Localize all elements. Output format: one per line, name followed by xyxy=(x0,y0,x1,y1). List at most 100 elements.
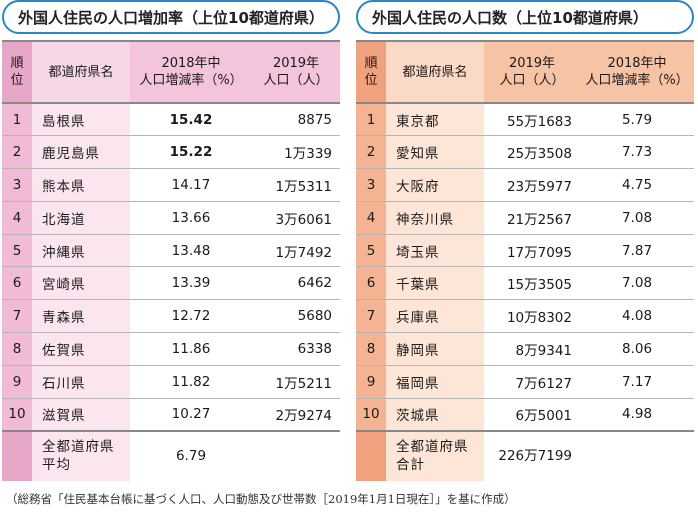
population-cell: 7万6127 xyxy=(484,365,580,399)
prefecture-cell: 茨城県 xyxy=(386,398,484,432)
table-row: 9 福岡県 7万6127 7.17 xyxy=(356,365,694,399)
prefecture-cell: 石川県 xyxy=(32,365,130,399)
table-row: 3 熊本県 14.17 1万5311 xyxy=(2,168,340,202)
header-growth-rate: 2018年中 人口増減率（%） xyxy=(580,40,694,104)
summary-growth-rate-cell: 6.79 xyxy=(130,429,252,481)
growth-rate-cell: 10.27 xyxy=(130,398,252,432)
table-row: 8 静岡県 8万9341 8.06 xyxy=(356,332,694,366)
growth-rate-cell: 14.17 xyxy=(130,168,252,202)
growth-rate-panel: 外国人住民の人口増加率（上位10都道府県） 順位 都道府県名 2018年中 人口増… xyxy=(2,0,340,481)
table-row: 1 東京都 55万1683 5.79 xyxy=(356,103,694,137)
population-cell: 1万5311 xyxy=(252,168,340,202)
population-cell: 6462 xyxy=(252,266,340,301)
summary-rank-cell xyxy=(356,429,386,481)
table-row: 7 兵庫県 10万8302 4.08 xyxy=(356,299,694,334)
population-cell: 1万339 xyxy=(252,135,340,170)
population-table: 順位 都道府県名 2019年 人口（人） 2018年中 人口増減率（%） 1 東京都 5… xyxy=(356,40,694,481)
rank-cell: 3 xyxy=(356,168,386,202)
prefecture-cell: 愛知県 xyxy=(386,135,484,170)
population-cell: 23万5977 xyxy=(484,168,580,202)
summary-growth-rate-cell xyxy=(580,429,694,481)
growth-rate-cell: 7.87 xyxy=(580,234,694,268)
table-row: 4 北海道 13.66 3万6061 xyxy=(2,201,340,235)
table-row: 3 大阪府 23万5977 4.75 xyxy=(356,168,694,202)
rank-cell: 8 xyxy=(356,332,386,366)
table-row: 5 沖縄県 13.48 1万7492 xyxy=(2,234,340,268)
growth-rate-cell: 11.82 xyxy=(130,365,252,399)
table-row: 10 茨城県 6万5001 4.98 xyxy=(356,398,694,432)
growth-rate-cell: 13.66 xyxy=(130,201,252,235)
table-row: 9 石川県 11.82 1万5211 xyxy=(2,365,340,399)
header-rank: 順位 xyxy=(356,40,386,104)
header-prefecture: 都道府県名 xyxy=(32,40,130,104)
rank-cell: 7 xyxy=(2,299,32,334)
growth-rate-cell: 7.17 xyxy=(580,365,694,399)
prefecture-cell: 埼玉県 xyxy=(386,234,484,268)
prefecture-cell: 北海道 xyxy=(32,201,130,235)
source-note: （総務省「住民基本台帳に基づく人口、人口動態及び世帯数［2019年1月1日現在］… xyxy=(6,492,516,506)
population-cell: 21万2567 xyxy=(484,201,580,235)
header-population: 2019年 人口（人） xyxy=(484,40,580,104)
population-cell: 2万9274 xyxy=(252,398,340,432)
summary-row: 全都道府県 平均 6.79 xyxy=(2,429,340,481)
prefecture-cell: 福岡県 xyxy=(386,365,484,399)
table-row: 2 鹿児島県 15.22 1万339 xyxy=(2,135,340,170)
growth-rate-cell: 11.86 xyxy=(130,332,252,366)
header-growth-rate: 2018年中 人口増減率（%） xyxy=(130,40,252,104)
growth-rate-cell: 8.06 xyxy=(580,332,694,366)
summary-population-cell: 226万7199 xyxy=(484,429,580,481)
growth-rate-cell: 13.48 xyxy=(130,234,252,268)
growth-rate-cell: 5.79 xyxy=(580,103,694,137)
table-row: 10 滋賀県 10.27 2万9274 xyxy=(2,398,340,432)
prefecture-cell: 佐賀県 xyxy=(32,332,130,366)
prefecture-cell: 滋賀県 xyxy=(32,398,130,432)
rank-cell: 1 xyxy=(2,103,32,137)
growth-rate-cell: 4.98 xyxy=(580,398,694,432)
growth-rate-cell: 7.08 xyxy=(580,201,694,235)
table-row: 7 青森県 12.72 5680 xyxy=(2,299,340,334)
table-header-row: 順位 都道府県名 2019年 人口（人） 2018年中 人口増減率（%） xyxy=(356,40,694,104)
rank-cell: 10 xyxy=(356,398,386,432)
population-cell: 5680 xyxy=(252,299,340,334)
rank-cell: 9 xyxy=(356,365,386,399)
prefecture-cell: 大阪府 xyxy=(386,168,484,202)
table-row: 5 埼玉県 17万7095 7.87 xyxy=(356,234,694,268)
population-cell: 55万1683 xyxy=(484,103,580,137)
header-population: 2019年 人口（人） xyxy=(252,40,340,104)
rank-cell: 1 xyxy=(356,103,386,137)
population-cell: 6万5001 xyxy=(484,398,580,432)
population-cell: 1万5211 xyxy=(252,365,340,399)
table-row: 6 宮崎県 13.39 6462 xyxy=(2,266,340,301)
rank-cell: 2 xyxy=(356,135,386,170)
summary-label-cell: 全都道府県 平均 xyxy=(32,429,130,481)
population-cell: 8万9341 xyxy=(484,332,580,366)
growth-rate-cell: 12.72 xyxy=(130,299,252,334)
population-cell: 10万8302 xyxy=(484,299,580,334)
growth-rate-cell: 4.75 xyxy=(580,168,694,202)
prefecture-cell: 神奈川県 xyxy=(386,201,484,235)
prefecture-cell: 鹿児島県 xyxy=(32,135,130,170)
prefecture-cell: 東京都 xyxy=(386,103,484,137)
rank-cell: 2 xyxy=(2,135,32,170)
growth-rate-cell: 4.08 xyxy=(580,299,694,334)
rank-cell: 4 xyxy=(356,201,386,235)
prefecture-cell: 熊本県 xyxy=(32,168,130,202)
rank-cell: 4 xyxy=(2,201,32,235)
prefecture-cell: 兵庫県 xyxy=(386,299,484,334)
rank-cell: 5 xyxy=(2,234,32,268)
table-row: 1 島根県 15.42 8875 xyxy=(2,103,340,137)
header-prefecture: 都道府県名 xyxy=(386,40,484,104)
growth-rate-cell: 15.22 xyxy=(130,135,252,170)
growth-rate-table: 順位 都道府県名 2018年中 人口増減率（%） 2019年 人口（人） 1 島根県 1… xyxy=(2,40,340,481)
table-row: 2 愛知県 25万3508 7.73 xyxy=(356,135,694,170)
growth-rate-title: 外国人住民の人口増加率（上位10都道府県） xyxy=(2,0,340,34)
summary-rank-cell xyxy=(2,429,32,481)
population-cell: 1万7492 xyxy=(252,234,340,268)
prefecture-cell: 宮崎県 xyxy=(32,266,130,301)
prefecture-cell: 静岡県 xyxy=(386,332,484,366)
rank-cell: 5 xyxy=(356,234,386,268)
summary-label-cell: 全都道府県 合計 xyxy=(386,429,484,481)
rank-cell: 9 xyxy=(2,365,32,399)
rank-cell: 8 xyxy=(2,332,32,366)
header-rank: 順位 xyxy=(2,40,32,104)
